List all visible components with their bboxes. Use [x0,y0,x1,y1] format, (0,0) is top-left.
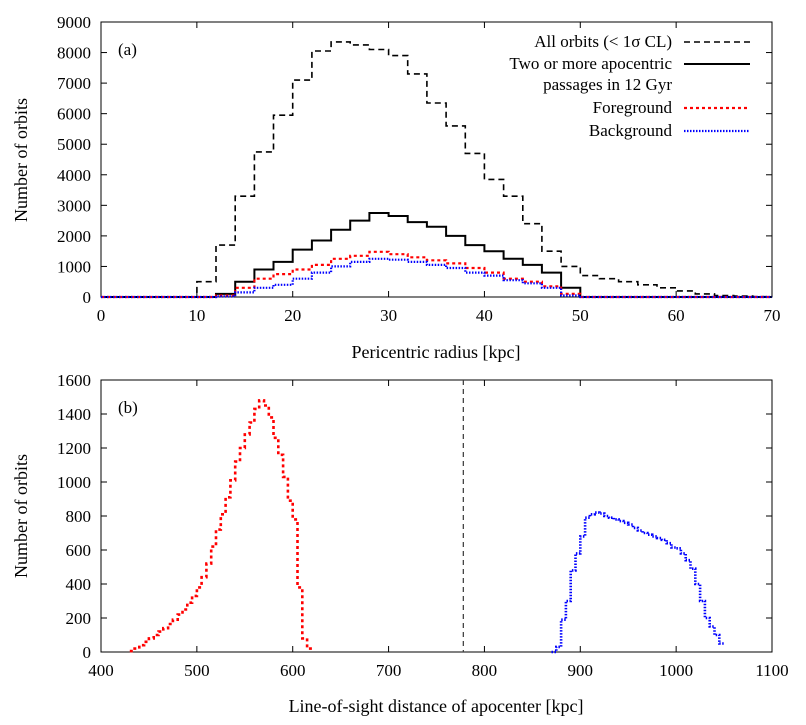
y-axis-label-a: Number of orbits [11,98,31,222]
y-tick-label-a: 5000 [57,135,91,154]
ticks-b: 400 500 600 700 800 900 1000 1100 0 200 400 600 800 1… [57,371,789,680]
panel-label-a: (a) [118,40,137,59]
series-a [101,41,772,299]
series-foreground [101,250,772,299]
legend-label-background: Background [589,121,673,140]
x-tick-label-a: 40 [476,306,493,325]
y-tick-label-a: 1000 [57,257,91,276]
ticks-a: 0 10 20 30 40 50 60 70 0 1000 2000 3000 4000 5000 6000… [57,13,781,325]
legend-label-all-orbits: All orbits (< 1σ CL) [534,32,672,51]
y-tick-label-b: 600 [66,541,92,560]
x-tick-label-b: 600 [280,661,306,680]
x-tick-label-a: 50 [572,306,589,325]
x-tick-label-b: 1000 [659,661,693,680]
series-all-orbits [101,41,772,298]
series-two-or-more [101,212,772,298]
series-b [129,380,725,654]
x-tick-label-b: 800 [472,661,498,680]
x-tick-label-b: 700 [376,661,402,680]
plot-frame-a [100,21,773,298]
x-tick-label-b: 900 [568,661,594,680]
y-tick-label-a: 0 [83,288,92,307]
y-tick-label-b: 1400 [57,405,91,424]
series-background-apocenter [551,511,725,654]
y-tick-label-b: 1200 [57,439,91,458]
panel-label-b: (b) [118,398,138,417]
y-tick-label-a: 9000 [57,13,91,32]
y-axis-label-b: Number of orbits [11,454,31,578]
x-tick-label-b: 400 [88,661,114,680]
series-foreground-apocenter [129,399,312,653]
legend-label-two-or-more-line2: passages in 12 Gyr [543,75,672,94]
y-tick-label-a: 7000 [57,74,91,93]
y-tick-label-a: 3000 [57,196,91,215]
y-tick-label-b: 1000 [57,473,91,492]
chart-panel-b: 400 500 600 700 800 900 1000 1100 0 200 400 600 800 1… [11,371,789,716]
x-tick-label-b: 500 [184,661,210,680]
plot-frame-b [100,379,773,653]
x-axis-label-b: Line-of-sight distance of apocenter [kpc… [289,696,584,716]
y-tick-label-a: 8000 [57,44,91,63]
legend: All orbits (< 1σ CL) Two or more apocent… [509,32,750,140]
y-tick-label-b: 400 [66,575,92,594]
x-axis-label-a: Pericentric radius [kpc] [352,342,521,362]
x-tick-label-a: 30 [380,306,397,325]
y-tick-label-a: 2000 [57,227,91,246]
x-tick-label-a: 0 [97,306,106,325]
y-tick-label-a: 6000 [57,105,91,124]
legend-label-foreground: Foreground [593,98,673,117]
series-background [101,257,772,299]
y-tick-label-b: 800 [66,507,92,526]
x-tick-label-a: 70 [764,306,781,325]
chart-panel-a: 0 10 20 30 40 50 60 70 0 1000 2000 3000 4000 5000 6000… [11,13,781,362]
y-tick-label-a: 4000 [57,166,91,185]
y-tick-label-b: 1600 [57,371,91,390]
x-tick-label-a: 20 [284,306,301,325]
x-tick-label-a: 60 [668,306,685,325]
legend-label-two-or-more: Two or more apocentric [509,54,672,73]
x-tick-label-b: 1100 [755,661,788,680]
y-tick-label-b: 200 [66,609,92,628]
y-tick-label-b: 0 [83,643,92,662]
x-tick-label-a: 10 [188,306,205,325]
